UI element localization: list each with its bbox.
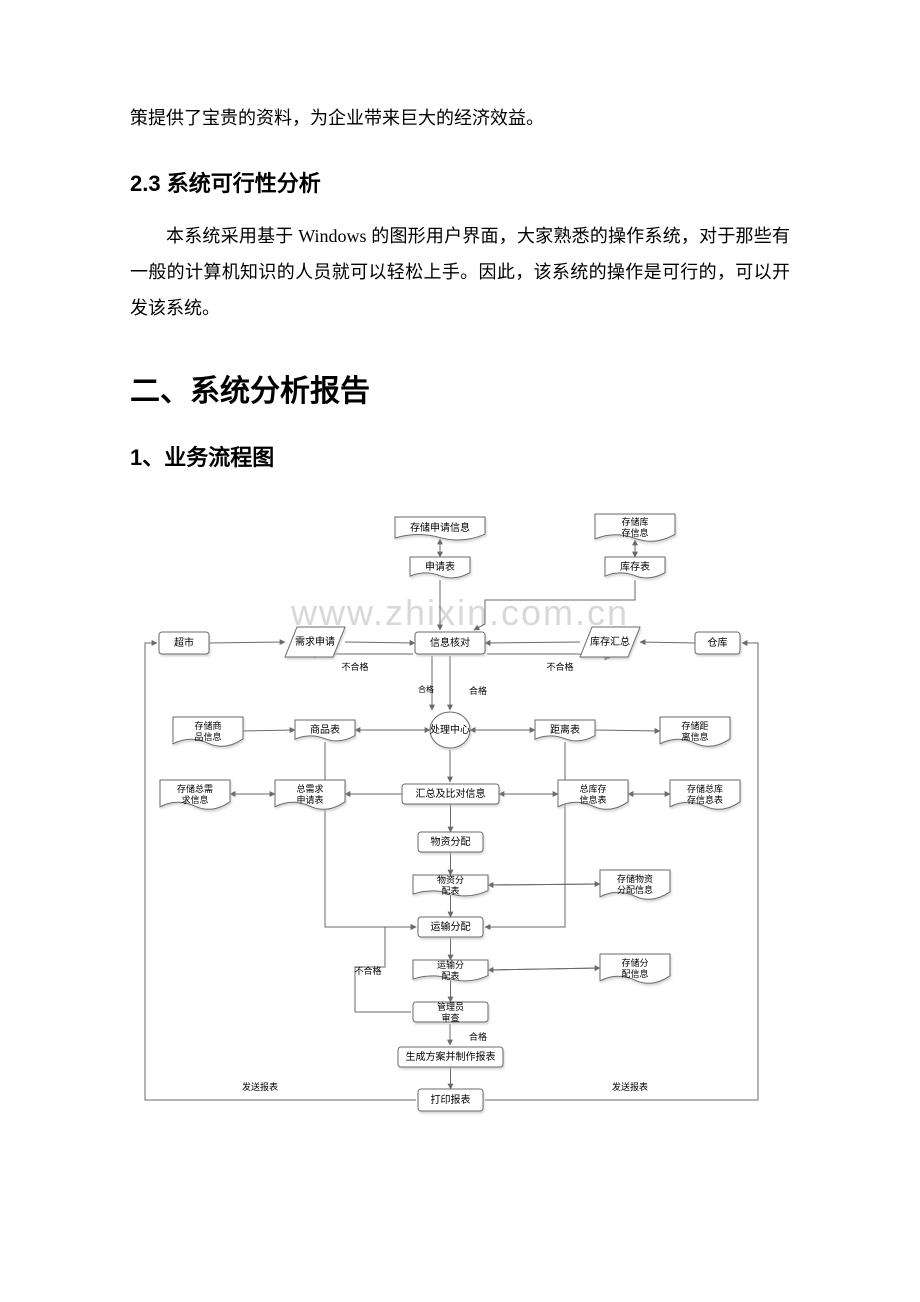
svg-text:存储总需: 存储总需	[177, 783, 213, 794]
svg-text:离信息: 离信息	[681, 731, 708, 742]
svg-text:信息表: 信息表	[579, 794, 606, 805]
svg-text:求信息: 求信息	[181, 794, 208, 805]
paragraph-1: 策提供了宝贵的资料，为企业带来巨大的经济效益。	[130, 100, 790, 136]
svg-text:合格: 合格	[418, 684, 434, 694]
svg-text:不合格: 不合格	[341, 661, 368, 672]
svg-text:存储物资: 存储物资	[617, 873, 653, 884]
svg-text:品信息: 品信息	[194, 731, 221, 742]
svg-text:汇总及比对信息: 汇总及比对信息	[416, 787, 486, 800]
svg-text:存信息表: 存信息表	[687, 794, 723, 805]
svg-text:不合格: 不合格	[546, 661, 573, 672]
svg-text:超市: 超市	[174, 636, 194, 649]
svg-text:发送报表: 发送报表	[612, 1081, 648, 1092]
svg-text:商品表: 商品表	[310, 723, 340, 736]
svg-text:发送报表: 发送报表	[242, 1081, 278, 1092]
svg-text:库存表: 库存表	[620, 560, 650, 573]
svg-text:仓库: 仓库	[708, 636, 728, 649]
svg-text:申请表: 申请表	[296, 794, 323, 805]
svg-text:运输分: 运输分	[437, 959, 464, 970]
svg-text:配信息: 配信息	[621, 968, 648, 979]
svg-text:距离表: 距离表	[550, 723, 580, 736]
svg-text:存储总库: 存储总库	[687, 783, 723, 794]
svg-text:管理员: 管理员	[437, 1001, 464, 1012]
paragraph-2: 本系统采用基于 Windows 的图形用户界面，大家熟悉的操作系统，对于那些有一…	[130, 218, 790, 326]
svg-text:合格: 合格	[469, 1031, 487, 1042]
svg-text:分配信息: 分配信息	[617, 884, 653, 895]
svg-text:打印报表: 打印报表	[431, 1093, 471, 1106]
svg-text:信息核对: 信息核对	[430, 636, 470, 649]
svg-text:配表: 配表	[441, 970, 459, 981]
svg-text:运输分配: 运输分配	[431, 920, 471, 933]
svg-text:存储库: 存储库	[621, 516, 648, 527]
svg-text:不合格: 不合格	[354, 965, 381, 976]
svg-text:申请表: 申请表	[425, 560, 455, 573]
svg-text:合格: 合格	[469, 685, 487, 696]
svg-text:总需求: 总需求	[296, 783, 323, 794]
heading-flowchart: 1、业务流程图	[130, 440, 790, 472]
heading-2-3: 2.3 系统可行性分析	[130, 166, 790, 198]
svg-text:存储商: 存储商	[194, 720, 221, 731]
svg-text:存储距: 存储距	[681, 720, 708, 731]
heading-section-2: 二、系统分析报告	[130, 366, 790, 410]
svg-text:物资分配: 物资分配	[431, 835, 471, 848]
flowchart: www.zhixin.com.cn 不合格不合格合格合格不合格合格发送报表发送报…	[130, 502, 790, 1162]
svg-text:库存汇总: 库存汇总	[590, 635, 630, 648]
svg-text:生成方案并制作报表: 生成方案并制作报表	[406, 1050, 496, 1063]
svg-text:配表: 配表	[441, 885, 459, 896]
svg-text:存储分: 存储分	[621, 957, 648, 968]
svg-text:处理中心: 处理中心	[430, 723, 470, 736]
svg-text:需求申请: 需求申请	[295, 635, 335, 648]
svg-text:审查: 审查	[441, 1012, 459, 1023]
svg-text:存储申请信息: 存储申请信息	[410, 521, 470, 534]
svg-text:总库存: 总库存	[579, 783, 606, 794]
svg-text:物资分: 物资分	[437, 874, 464, 885]
svg-text:存信息: 存信息	[621, 527, 648, 538]
